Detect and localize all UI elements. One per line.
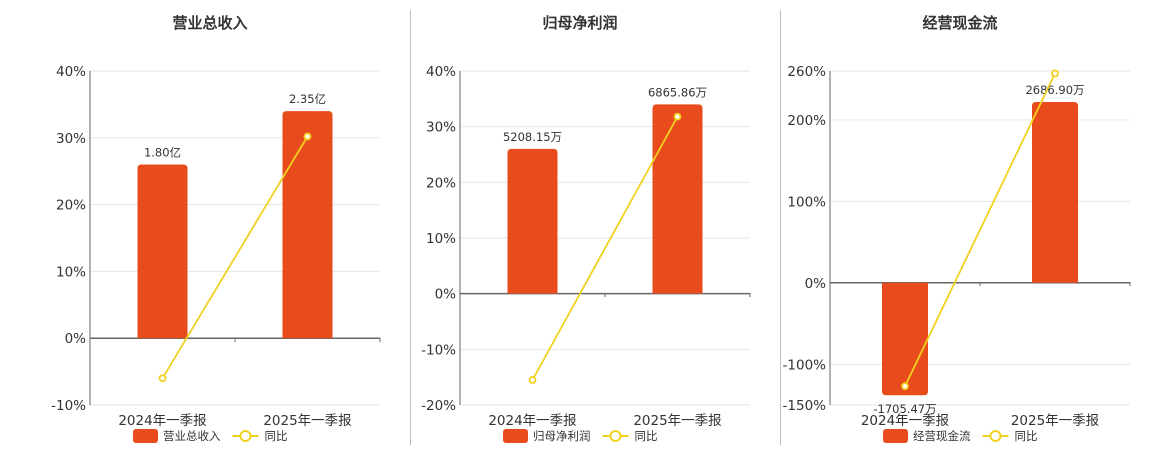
chart-panel-net-profit: 归母净利润 40% 30% 20% 10% 0% -10% -20% 5208.15万 2024年… <box>370 0 751 450</box>
bar-data-label: 1.80亿 <box>144 146 181 160</box>
bar-data-label: 5208.15万 <box>503 130 562 144</box>
legend-bar-label: 经营现金流 <box>913 429 971 443</box>
y-tick-label: 260% <box>787 64 826 80</box>
x-category-label: 2024年一季报 <box>118 413 206 429</box>
y-tick-label: 0% <box>435 287 457 303</box>
y-tick-label: -10% <box>51 398 86 414</box>
chart-panel-cash-flow: 经营现金流 260% 200% 100% 0% -100% -150% -1705.47万 20… <box>740 0 1131 450</box>
y-tick-label: -10% <box>421 342 456 358</box>
bar-data-label: 2.35亿 <box>289 92 326 106</box>
y-tick-label: 0% <box>65 331 87 347</box>
x-category-label: 2025年一季报 <box>1011 413 1099 429</box>
legend-bar-swatch <box>503 429 528 443</box>
bar-data-label: 6865.86万 <box>648 85 707 99</box>
legend-line-marker <box>609 430 622 442</box>
chart-title: 营业总收入 <box>172 14 247 32</box>
bar <box>882 282 928 396</box>
bar <box>1032 101 1078 283</box>
legend-bar-swatch <box>883 429 908 443</box>
legend-bar-label: 归母净利润 <box>533 429 591 443</box>
chart-title: 归母净利润 <box>542 14 617 32</box>
yoy-point <box>901 382 909 391</box>
panel-divider <box>780 10 781 445</box>
yoy-line <box>531 116 679 381</box>
x-category-label: 2025年一季报 <box>263 413 351 429</box>
yoy-line <box>161 136 309 379</box>
yoy-point <box>528 376 537 384</box>
yoy-point <box>158 374 167 383</box>
chart-svg: 营业总收入 40% 30% 20% 10% 0% -10% 1.80亿 2024年一季报 2.35… <box>51 14 381 443</box>
y-tick-label: 40% <box>426 64 456 80</box>
y-tick-label: -150% <box>783 398 827 414</box>
x-category-label: 2024年一季报 <box>488 413 576 429</box>
legend-bar-swatch <box>133 429 158 443</box>
panel-divider <box>410 10 411 445</box>
legend-line-label: 同比 <box>1015 429 1038 443</box>
y-tick-label: 10% <box>56 264 86 280</box>
y-tick-label: 20% <box>56 198 86 214</box>
x-category-label: 2024年一季报 <box>861 413 949 429</box>
bar <box>282 111 333 339</box>
yoy-line <box>904 73 1056 387</box>
legend-line-marker <box>989 430 1002 442</box>
bar <box>137 164 188 339</box>
y-tick-label: 40% <box>56 64 86 80</box>
yoy-point <box>673 112 682 121</box>
bar-data-label: -1705.47万 <box>873 402 936 416</box>
y-tick-label: 0% <box>805 276 827 292</box>
y-tick-label: 10% <box>426 231 456 247</box>
y-tick-label: -20% <box>421 398 456 414</box>
bar-data-label: 2686.90万 <box>1025 83 1084 97</box>
chart-title: 经营现金流 <box>922 14 997 32</box>
y-tick-label: 20% <box>426 175 456 191</box>
y-tick-label: 100% <box>787 194 826 210</box>
yoy-point <box>303 132 312 141</box>
chart-panel-revenue: 营业总收入 40% 30% 20% 10% 0% -10% 1.80亿 2024年一季报 2.35… <box>0 0 381 450</box>
y-tick-label: 30% <box>56 131 86 147</box>
bar <box>507 148 558 294</box>
legend-bar-label: 营业总收入 <box>163 429 221 443</box>
y-tick-label: -100% <box>783 357 827 373</box>
y-tick-label: 30% <box>426 120 456 136</box>
x-category-label: 2025年一季报 <box>633 413 721 429</box>
yoy-point <box>1051 69 1059 78</box>
legend-line-marker <box>239 430 252 442</box>
chart-svg: 归母净利润 40% 30% 20% 10% 0% -10% -20% 5208.15万 2024年… <box>421 14 751 443</box>
legend-line-label: 同比 <box>265 429 288 443</box>
legend-line-label: 同比 <box>635 429 658 443</box>
bar <box>652 104 703 294</box>
y-tick-label: 200% <box>787 113 826 129</box>
